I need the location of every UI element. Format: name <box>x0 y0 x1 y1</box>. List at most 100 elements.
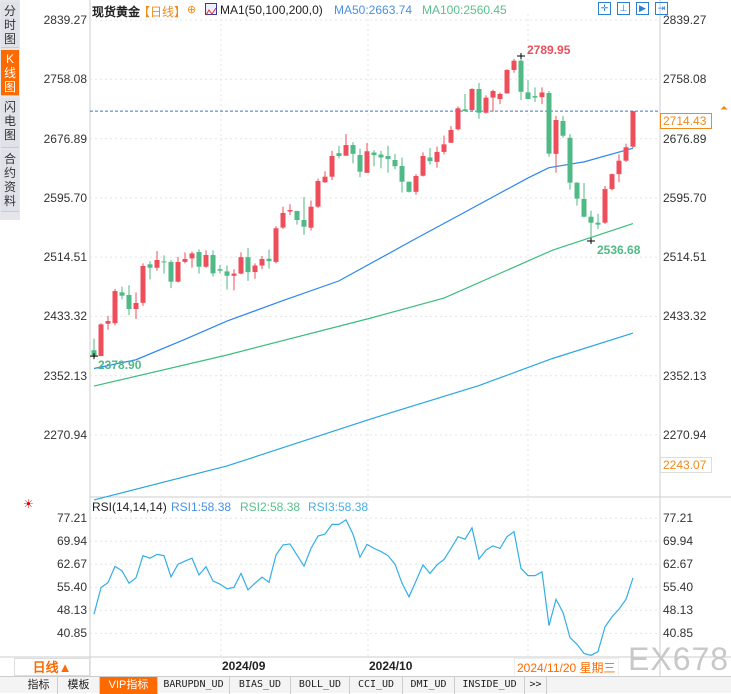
crosshair-circle-icon[interactable]: ⊕ <box>187 3 196 16</box>
candle-body <box>211 255 216 273</box>
candle-body <box>421 156 426 176</box>
rsi2-value: RSI2:58.38 <box>240 500 300 514</box>
ma100-value: MA100:2560.45 <box>422 3 507 17</box>
candle-body <box>372 153 377 156</box>
candle-body <box>526 92 531 99</box>
tab-vip-indicators[interactable]: VIP指标 <box>100 677 158 694</box>
tab-templates[interactable]: 模板 <box>58 677 100 694</box>
instrument-title: 现货黄金 <box>92 3 140 20</box>
price-axis-label-right: 2270.94 <box>663 428 706 442</box>
month-label-oct: 2024/10 <box>369 659 412 673</box>
candle-body <box>99 324 104 356</box>
candle-body <box>512 61 517 70</box>
scroll-up-icon[interactable]: ⏶ <box>720 103 728 114</box>
candle-body <box>463 109 468 111</box>
sidebar-tab-timeshare[interactable]: 分时图 <box>1 2 19 48</box>
candle-body <box>337 153 342 156</box>
rsi3-value: RSI3:58.38 <box>308 500 368 514</box>
tab-more[interactable]: >> <box>525 677 547 694</box>
candle-body <box>330 156 335 177</box>
candle-body <box>155 260 160 268</box>
price-axis-label-left: 2514.51 <box>23 250 87 264</box>
price-axis-label-right: 2433.32 <box>663 309 706 323</box>
candle-body <box>589 217 594 223</box>
candle-body <box>148 264 153 267</box>
crosshair-icon[interactable]: ✛ <box>598 2 611 15</box>
candle-body <box>127 295 132 309</box>
candle-body <box>379 155 384 158</box>
sidebar-tab-contract-info[interactable]: 合约资料 <box>1 150 19 212</box>
candle-body <box>323 177 328 183</box>
candle-body <box>365 151 370 173</box>
rsi-indicator-icon[interactable]: ☀ <box>23 497 34 511</box>
ma-line-ma100 <box>94 224 633 386</box>
candle-body <box>624 147 629 160</box>
tab-inside[interactable]: INSIDE_UD <box>455 677 525 694</box>
watermark-logo: EX678 <box>628 643 729 675</box>
rsi-axis-label-right: 48.13 <box>663 603 693 617</box>
candle-body <box>225 271 230 275</box>
candle-body <box>610 174 615 189</box>
period-label[interactable]: 【日线】 <box>138 3 186 20</box>
sidebar-tab-flash[interactable]: 闪电图 <box>1 98 19 148</box>
candle-body <box>274 228 279 262</box>
rsi-axis-label-left: 55.40 <box>23 580 87 594</box>
candle-body <box>260 259 265 266</box>
rsi-axis-label-left: 69.94 <box>23 534 87 548</box>
price-axis-label-right: 2758.08 <box>663 72 706 86</box>
tab-cci[interactable]: CCI_UD <box>350 677 403 694</box>
price-axis-label-left: 2433.32 <box>23 309 87 323</box>
rsi-axis-label-left: 62.67 <box>23 557 87 571</box>
candle-body <box>204 255 209 267</box>
candle-body <box>568 138 573 183</box>
candle-body <box>400 166 405 182</box>
rsi-axis-label-left: 40.85 <box>23 626 87 640</box>
candle-body <box>351 145 356 154</box>
rsi-axis-label-left: 77.21 <box>23 511 87 525</box>
candle-body <box>498 94 503 99</box>
tab-indicators[interactable]: 指标 <box>20 677 58 694</box>
price-axis-label-right: 2352.13 <box>663 369 706 383</box>
candle-body <box>428 157 433 161</box>
candle-body <box>547 93 552 154</box>
candle-body <box>449 130 454 143</box>
rsi-axis-label-right: 77.21 <box>663 511 693 525</box>
high-annotation: 2789.95 <box>527 43 570 57</box>
candle-body <box>302 220 307 227</box>
rsi-axis-label-right: 55.40 <box>663 580 693 594</box>
candle-body <box>484 98 489 113</box>
candle-body <box>631 111 636 147</box>
tab-dmi[interactable]: DMI_UD <box>403 677 455 694</box>
candle-body <box>267 259 272 261</box>
candle-body <box>113 291 118 323</box>
candle-body <box>176 262 181 282</box>
candle-body <box>162 261 167 262</box>
candle-body <box>197 252 202 267</box>
period-selector[interactable]: 日线▲ <box>14 658 90 676</box>
price-axis-label-left: 2758.08 <box>23 72 87 86</box>
play-forward-icon[interactable]: ▶ <box>636 2 649 15</box>
price-axis-label-left: 2676.89 <box>23 132 87 146</box>
candle-body <box>435 152 440 162</box>
tab-bias[interactable]: BIAS_UD <box>230 677 291 694</box>
price-axis-label-right: 2514.51 <box>663 250 706 264</box>
price-axis-label-left: 2839.27 <box>23 13 87 27</box>
ma-indicator-icon[interactable] <box>205 3 217 15</box>
bottom-price-box: 2243.07 <box>660 457 712 473</box>
zoom-range-icon[interactable]: ⊥ <box>617 2 630 15</box>
tab-boll[interactable]: BOLL_UD <box>291 677 350 694</box>
candle-body <box>386 156 391 159</box>
tab-barupdn[interactable]: BARUPDN_UD <box>158 677 230 694</box>
cursor-date: 2024/11/20 星期三 <box>514 658 619 677</box>
candle-body <box>596 223 601 225</box>
rsi-axis-label-right: 62.67 <box>663 557 693 571</box>
sidebar: 分时图 K线图 闪电图 合约资料 <box>0 0 20 220</box>
candle-body <box>309 207 314 228</box>
sidebar-tab-kline[interactable]: K线图 <box>1 50 19 96</box>
candle-body <box>533 96 538 97</box>
candle-body <box>540 92 545 97</box>
month-label-sep: 2024/09 <box>222 659 265 673</box>
candle-body <box>603 189 608 223</box>
candle-body <box>141 266 146 303</box>
